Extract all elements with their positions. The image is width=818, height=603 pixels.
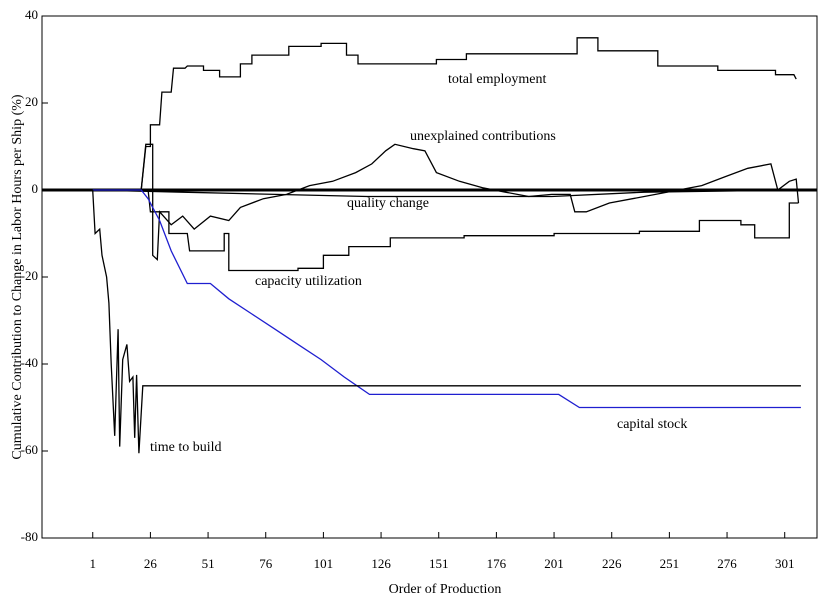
y-tick-label: -80 [21, 529, 38, 544]
x-tick-label: 51 [202, 556, 215, 571]
x-tick-label: 276 [717, 556, 737, 571]
x-tick-label: 251 [660, 556, 680, 571]
x-tick-label: 151 [429, 556, 449, 571]
y-tick-label: -60 [21, 442, 38, 457]
x-tick-label: 1 [89, 556, 96, 571]
series-line [92, 37, 797, 191]
y-tick-label: 40 [25, 7, 38, 22]
series-line [92, 189, 801, 198]
series-label: total employment [448, 72, 546, 87]
series-line [92, 189, 801, 454]
series-label: capacity utilization [255, 274, 362, 289]
y-tick-label: 0 [32, 181, 39, 196]
series-line [92, 143, 800, 262]
y-tick-label: -40 [21, 355, 38, 370]
y-tick-label: 20 [25, 94, 38, 109]
x-tick-label: 301 [775, 556, 795, 571]
x-tick-label: 226 [602, 556, 622, 571]
x-tick-label: 201 [544, 556, 564, 571]
series-label: capital stock [617, 417, 687, 432]
x-tick-label: 26 [144, 556, 158, 571]
series-label: quality change [347, 196, 429, 211]
plot-frame [41, 15, 818, 539]
x-tick-label: 176 [487, 556, 507, 571]
x-tick-label: 126 [371, 556, 391, 571]
x-axis-label: Order of Production [389, 582, 502, 597]
series-label: time to build [150, 440, 222, 455]
y-axis-label: Cumulative Contribution to Change in Lab… [10, 94, 25, 459]
x-tick-label: 76 [259, 556, 273, 571]
series-line [92, 189, 801, 409]
x-tick-label: 101 [314, 556, 334, 571]
series-label: unexplained contributions [410, 129, 556, 144]
series-line [92, 189, 799, 272]
y-tick-label: -20 [21, 268, 38, 283]
